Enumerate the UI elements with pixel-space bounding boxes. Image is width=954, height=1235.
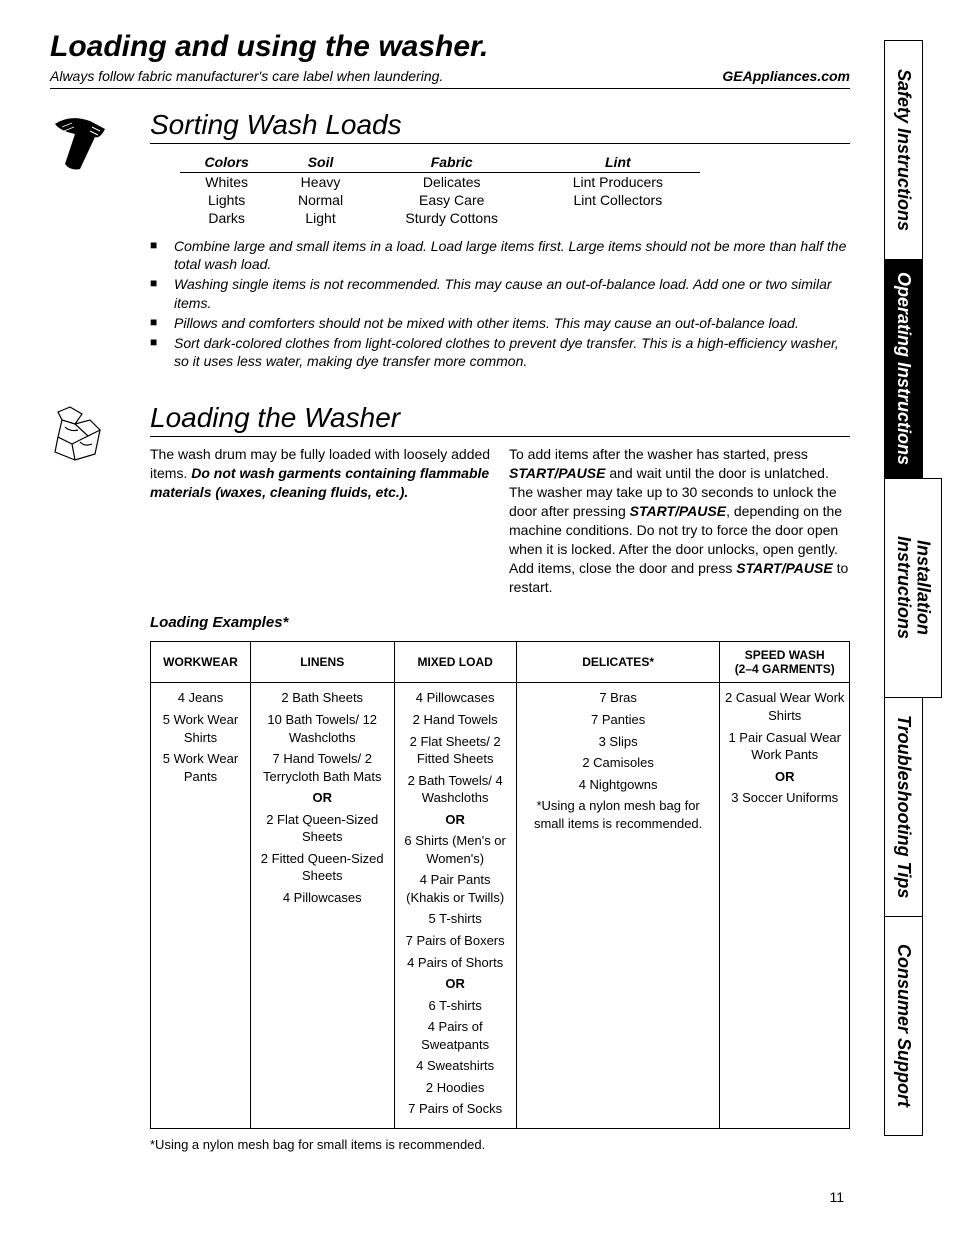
examples-cell: 2 Casual Wear Work Shirts 1 Pair Casual W… [720, 683, 850, 1128]
sp3: START/PAUSE [736, 560, 832, 576]
example-item: 2 Casual Wear Work Shirts [724, 689, 845, 724]
example-item: 2 Flat Sheets/ 2 Fitted Sheets [399, 733, 512, 768]
tab-troubleshooting-tips[interactable]: Troubleshooting Tips [884, 697, 923, 917]
example-item: 4 Sweatshirts [399, 1057, 512, 1075]
example-item: 4 Pairs of Sweatpants [399, 1018, 512, 1053]
sort-cell: Sturdy Cottons [368, 209, 536, 227]
example-item: 6 Shirts (Men's or Women's) [399, 832, 512, 867]
examples-cell: 2 Bath Sheets 10 Bath Towels/ 12 Washclot… [250, 683, 394, 1128]
example-item: 7 Bras [521, 689, 716, 707]
tab-installation-instructions[interactable]: InstallationInstructions [884, 478, 942, 698]
sort-cell: Heavy [273, 173, 367, 192]
bullet: Pillows and comforters should not be mix… [150, 314, 850, 332]
loading-body: Loading the Washer The wash drum may be … [150, 402, 850, 1152]
example-item: 7 Hand Towels/ 2 Terrycloth Bath Mats [255, 750, 390, 785]
sort-cell: Delicates [368, 173, 536, 192]
example-item: 3 Soccer Uniforms [724, 789, 845, 807]
tab-operating-instructions[interactable]: Operating Instructions [884, 259, 923, 479]
sort-header: Lint [536, 152, 700, 173]
sp1: START/PAUSE [509, 465, 605, 481]
or-label: OR [255, 789, 390, 807]
sort-header: Colors [180, 152, 273, 173]
sort-cell: Lights [180, 191, 273, 209]
section-sorting: Sorting Wash Loads ColorsSoilFabricLint … [50, 109, 850, 372]
example-item: 3 Slips [521, 733, 716, 751]
section-loading: Loading the Washer The wash drum may be … [50, 402, 850, 1152]
site-link: GEAppliances.com [722, 68, 850, 84]
examples-cell: 4 Jeans 5 Work Wear Shirts 5 Work Wear Pan… [151, 683, 251, 1128]
sort-header: Soil [273, 152, 367, 173]
col1-bold: Do not wash garments containing flammabl… [150, 465, 489, 500]
tab-safety-instructions[interactable]: Safety Instructions [884, 40, 923, 260]
bullet: Combine large and small items in a load.… [150, 237, 850, 273]
example-item: 1 Pair Casual Wear Work Pants [724, 729, 845, 764]
example-item: 4 Pillowcases [255, 889, 390, 907]
example-item: 2 Hand Towels [399, 711, 512, 729]
example-item: 6 T-shirts [399, 997, 512, 1015]
example-item: 4 Pairs of Shorts [399, 954, 512, 972]
example-item: 5 Work Wear Pants [155, 750, 246, 785]
example-item: 2 Hoodies [399, 1079, 512, 1097]
example-item: 7 Pairs of Boxers [399, 932, 512, 950]
loading-text: The wash drum may be fully loaded with l… [150, 445, 850, 596]
examples-header: DELICATES* [516, 642, 720, 683]
examples-table: WORKWEARLINENSMIXED LOADDELICATES*SPEED … [150, 641, 850, 1128]
sorting-title: Sorting Wash Loads [150, 109, 850, 144]
sidebar-tabs: Safety InstructionsOperating Instruction… [884, 40, 934, 1140]
main-content: Loading and using the washer. Always fol… [50, 30, 850, 1182]
example-item: 7 Pairs of Socks [399, 1100, 512, 1118]
sorting-table: ColorsSoilFabricLint WhitesHeavyDelicate… [180, 152, 700, 227]
sort-cell [536, 209, 700, 227]
example-item: 7 Panties [521, 711, 716, 729]
example-item: 5 T-shirts [399, 910, 512, 928]
examples-header: MIXED LOAD [394, 642, 516, 683]
examples-header: LINENS [250, 642, 394, 683]
examples-header: WORKWEAR [151, 642, 251, 683]
loading-title: Loading the Washer [150, 402, 850, 437]
loading-icon [50, 402, 150, 477]
example-item: 4 Jeans [155, 689, 246, 707]
subtitle-row: Always follow fabric manufacturer's care… [50, 68, 850, 89]
sort-cell: Darks [180, 209, 273, 227]
sort-cell: Easy Care [368, 191, 536, 209]
examples-cell: 7 Bras 7 Panties 3 Slips 2 Camisoles 4 Night… [516, 683, 720, 1128]
examples-title: Loading Examples* [150, 614, 850, 631]
example-item: 2 Fitted Queen-Sized Sheets [255, 850, 390, 885]
sort-cell: Lint Collectors [536, 191, 700, 209]
example-item: 2 Flat Queen-Sized Sheets [255, 811, 390, 846]
example-item: 4 Pair Pants (Khakis or Twills) [399, 871, 512, 906]
sort-header: Fabric [368, 152, 536, 173]
sort-cell: Normal [273, 191, 367, 209]
page-number: 11 [829, 1189, 844, 1205]
sort-cell: Light [273, 209, 367, 227]
page-subtitle: Always follow fabric manufacturer's care… [50, 68, 443, 84]
example-item: 4 Pillowcases [399, 689, 512, 707]
example-item: 2 Bath Towels/ 4 Washcloths [399, 772, 512, 807]
sp2: START/PAUSE [630, 503, 726, 519]
sort-cell: Whites [180, 173, 273, 192]
loading-col1: The wash drum may be fully loaded with l… [150, 445, 491, 596]
loading-col2: To add items after the washer has starte… [509, 445, 850, 596]
col2-a: To add items after the washer has starte… [509, 446, 808, 462]
sorting-body: Sorting Wash Loads ColorsSoilFabricLint … [150, 109, 850, 372]
example-item: 10 Bath Towels/ 12 Washcloths [255, 711, 390, 746]
example-item: 2 Camisoles [521, 754, 716, 772]
sorting-icon [50, 109, 150, 184]
example-item: 2 Bath Sheets [255, 689, 390, 707]
sort-cell: Lint Producers [536, 173, 700, 192]
bullet: Washing single items is not recommended.… [150, 275, 850, 311]
bullet: Sort dark-colored clothes from light-col… [150, 334, 850, 370]
examples-header: SPEED WASH(2–4 GARMENTS) [720, 642, 850, 683]
or-label: OR [399, 811, 512, 829]
page-title: Loading and using the washer. [50, 30, 850, 64]
example-item: 4 Nightgowns [521, 776, 716, 794]
sorting-bullets: Combine large and small items in a load.… [150, 237, 850, 370]
or-label: OR [399, 975, 512, 993]
or-label: OR [724, 768, 845, 786]
footnote: *Using a nylon mesh bag for small items … [150, 1137, 850, 1152]
example-item: 5 Work Wear Shirts [155, 711, 246, 746]
tab-consumer-support[interactable]: Consumer Support [884, 916, 923, 1136]
cell-note: *Using a nylon mesh bag for small items … [521, 797, 716, 832]
examples-cell: 4 Pillowcases 2 Hand Towels 2 Flat Sheets/… [394, 683, 516, 1128]
